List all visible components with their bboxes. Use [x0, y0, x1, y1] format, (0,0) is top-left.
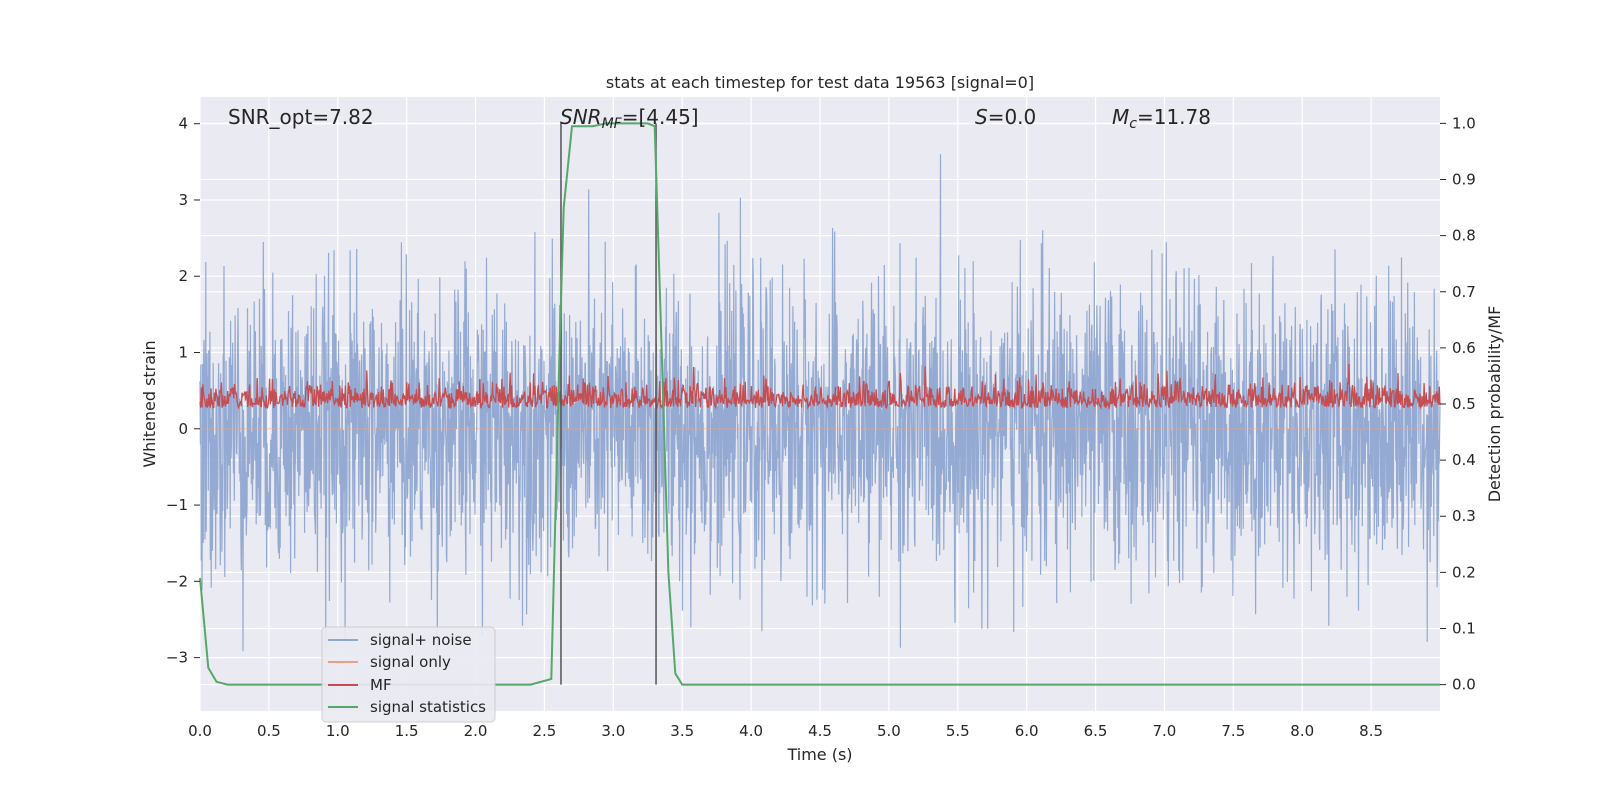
x-tick-label: 7.0: [1153, 722, 1177, 740]
y-tick-label: 1: [178, 344, 188, 362]
y-tick-label: −3: [166, 649, 188, 667]
noise-line: [199, 154, 1441, 656]
y-right-tick-label: 0.7: [1452, 283, 1476, 301]
x-tick-label: 6.0: [1015, 722, 1039, 740]
x-tick-label: 0.5: [257, 722, 281, 740]
y-right-tick-label: 0.2: [1452, 563, 1476, 581]
y-tick-label: −1: [166, 496, 188, 514]
x-tick-label: 1.5: [395, 722, 419, 740]
y-right-tick-label: 0.5: [1452, 395, 1476, 413]
annotation-snr-opt: SNR_opt=7.82: [228, 105, 374, 129]
legend-box: [321, 626, 496, 723]
y-right-axis-ticks: 1.0 0.9 0.8 0.7 0.6 0.5 0.4 0.3 0.2 0.1 0.0: [1440, 114, 1476, 694]
x-tick-label: 7.5: [1221, 722, 1245, 740]
y-right-tick-label: 1.0: [1452, 114, 1476, 132]
y-tick-label: 0: [178, 420, 188, 438]
x-tick-label: 3.0: [601, 722, 625, 740]
legend-label-noise: signal+ noise: [370, 631, 472, 649]
y-right-tick-label: 0.6: [1452, 339, 1476, 357]
x-tick-label: 8.0: [1290, 722, 1314, 740]
x-tick-label: 3.5: [670, 722, 694, 740]
y-right-tick-label: 0.3: [1452, 507, 1476, 525]
annotation-mc: Mc=11.78: [1112, 105, 1211, 132]
y-tick-label: −2: [166, 572, 188, 590]
y-right-tick-label: 0.4: [1452, 451, 1476, 469]
y-tick-label: 3: [178, 191, 188, 209]
y-right-tick-label: 0.0: [1452, 676, 1476, 694]
y-right-axis-label: Detection probability/MF: [1485, 306, 1504, 503]
y-right-tick-label: 0.9: [1452, 171, 1476, 189]
annotation-s: S=0.0: [975, 105, 1036, 129]
legend-label-mf: MF: [370, 676, 392, 694]
x-tick-label: 6.5: [1084, 722, 1108, 740]
mf-line: [199, 363, 1441, 411]
y-axis-ticks: 4 3 2 1 0 −1 −2 −3: [166, 115, 200, 667]
x-tick-label: 0.0: [188, 722, 212, 740]
x-tick-label: 4.5: [808, 722, 832, 740]
x-tick-label: 2.0: [464, 722, 488, 740]
vertical-markers: [560, 123, 657, 685]
y-tick-label: 4: [178, 115, 188, 133]
x-tick-label: 8.5: [1359, 722, 1383, 740]
chart-title: stats at each timestep for test data 195…: [606, 73, 1034, 92]
legend-label-stat: signal statistics: [370, 698, 486, 716]
legend-label-signal: signal only: [370, 653, 451, 671]
x-tick-label: 1.0: [326, 722, 350, 740]
x-tick-label: 5.0: [877, 722, 901, 740]
series-mf: [199, 363, 1441, 411]
annotation-snr-mf: SNRMF=[4.45]: [560, 105, 699, 132]
series-signal-noise: [199, 154, 1441, 656]
x-tick-label: 2.5: [533, 722, 557, 740]
legend: signal+ noise signal only MF signal stat…: [321, 626, 496, 723]
y-tick-label: 2: [178, 267, 188, 285]
y-axis-label: Whitened strain: [140, 340, 159, 467]
y-right-tick-label: 0.1: [1452, 619, 1476, 637]
y-right-tick-label: 0.8: [1452, 227, 1476, 245]
x-tick-label: 5.5: [946, 722, 970, 740]
x-tick-label: 4.0: [739, 722, 763, 740]
x-axis-label: Time (s): [786, 745, 852, 764]
x-axis-ticks: 0.0 0.5 1.0 1.5 2.0 2.5 3.0 3.5 4.0 4.5 5.0 5.5 6.0 6…: [188, 722, 1383, 740]
